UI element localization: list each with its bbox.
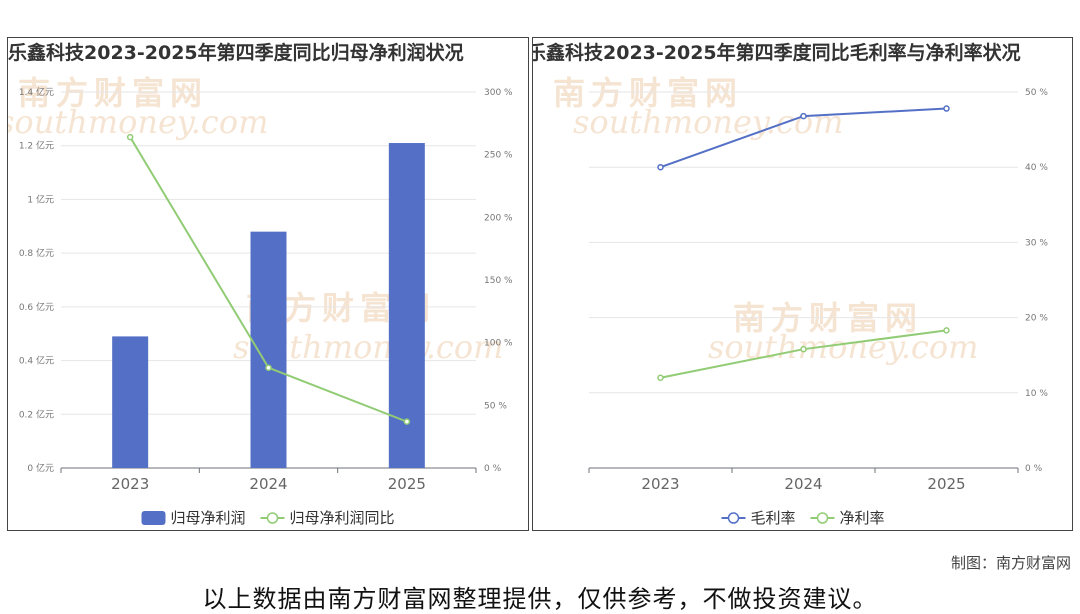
bar-2023 xyxy=(112,336,149,468)
data-point-归母净利润同比-2025 xyxy=(403,418,411,425)
data-point-毛利率-2023 xyxy=(657,163,664,171)
y-right-tick-label: 200 % xyxy=(484,213,513,223)
data-point-毛利率-2025 xyxy=(943,105,950,112)
chart-title: 乐鑫科技2023-2025年第四季度同比归母净利润状况 xyxy=(8,42,464,64)
chart-panel-net-profit: 南方财富网 southmoney.com 南方财富网 southmoney.co… xyxy=(7,37,529,531)
legend-swatch-marker-毛利率 xyxy=(727,512,740,524)
net-profit-chart: 0 亿元 0.2 亿元 0.4 亿元 0.6 亿元 0.8 亿元 1 亿元 1.2 亿元 1.… xyxy=(19,86,513,527)
y-left-tick-label: 1.4 亿元 xyxy=(19,86,54,98)
bar-2025 xyxy=(388,143,425,468)
y-right-tick-label: 30 % xyxy=(1025,238,1048,248)
y-left-tick-label: 1.2 亿元 xyxy=(19,140,54,152)
y-right-tick-label: 0 % xyxy=(484,464,502,474)
x-tick-label: 2024 xyxy=(784,475,822,493)
legend-label-归母净利润同比: 归母净利润同比 xyxy=(290,509,395,527)
disclaimer-text: 以上数据由南方财富网整理提供，仅供参考，不做投资建议。 xyxy=(202,585,878,613)
legend-swatch-marker-归母净利润同比 xyxy=(266,512,279,524)
legend-swatch-归母净利润 xyxy=(141,511,166,525)
chart-title: 乐鑫科技2023-2025年第四季度同比毛利率与净利率状况 xyxy=(532,42,1021,64)
data-point-净利率-2023 xyxy=(657,374,664,382)
y-right-tick-label: 250 % xyxy=(484,151,513,161)
x-tick-label: 2024 xyxy=(249,475,287,493)
y-left-tick-label: 0.2 亿元 xyxy=(19,408,54,420)
margin-chart: 0 % 10 % 20 % 30 % 40 % 50 % 2023 2024 2025 毛利率 净利… xyxy=(588,88,1048,527)
data-point-归母净利润同比-2024 xyxy=(265,364,272,371)
y-right-tick-label: 10 % xyxy=(1025,389,1048,399)
y-right-tick-label: 50 % xyxy=(484,401,507,411)
legend-swatch-marker-净利率 xyxy=(816,512,829,524)
series-line-净利率 xyxy=(660,329,947,379)
x-tick-label: 2023 xyxy=(111,475,149,493)
y-left-tick-label: 0.8 亿元 xyxy=(19,247,54,259)
y-right-tick-label: 20 % xyxy=(1025,314,1048,324)
bar-2024 xyxy=(250,231,287,468)
y-right-tick-label: 40 % xyxy=(1025,163,1048,173)
y-right-tick-label: 150 % xyxy=(484,276,513,286)
y-right-tick-label: 100 % xyxy=(484,339,513,349)
data-point-净利率-2025 xyxy=(943,327,950,334)
legend-label-毛利率: 毛利率 xyxy=(751,509,796,527)
chart-credit: 制图：南方财富网 xyxy=(950,554,1071,572)
x-tick-label: 2023 xyxy=(641,475,679,493)
y-left-tick-label: 1 亿元 xyxy=(27,193,54,205)
legend-label-净利率: 净利率 xyxy=(840,509,885,527)
y-left-tick-label: 0.6 亿元 xyxy=(19,301,54,313)
data-point-净利率-2024 xyxy=(800,345,807,353)
data-point-归母净利润同比-2023 xyxy=(126,133,134,141)
chart-panel-margins: 南方财富网 southmoney.com 南方财富网 southmoney.co… xyxy=(532,37,1073,531)
y-right-tick-label: 300 % xyxy=(484,88,513,98)
x-tick-label: 2025 xyxy=(927,475,965,493)
x-tick-label: 2025 xyxy=(388,475,426,493)
y-left-tick-label: 0.4 亿元 xyxy=(19,355,54,367)
y-right-tick-label: 50 % xyxy=(1025,88,1048,98)
y-left-tick-label: 0 亿元 xyxy=(27,462,54,474)
data-point-毛利率-2024 xyxy=(800,112,807,120)
legend-label-归母净利润: 归母净利润 xyxy=(171,509,246,527)
y-right-tick-label: 0 % xyxy=(1025,464,1043,474)
